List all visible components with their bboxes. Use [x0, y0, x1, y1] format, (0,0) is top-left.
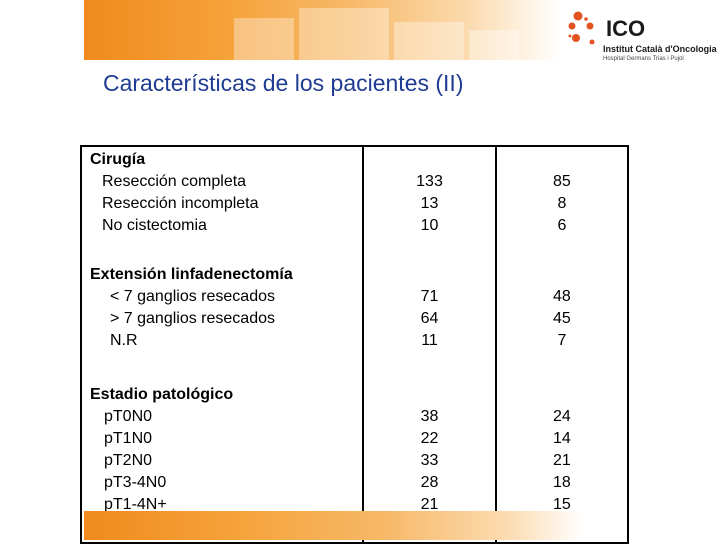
- table-row: Cirugía Resección completa Resección inc…: [79, 146, 630, 262]
- cell-value: 21: [553, 452, 571, 469]
- ico-logo: ICO Institut Català d'Oncologia Hospital…: [566, 10, 717, 65]
- cell-value: 8: [557, 195, 567, 212]
- row-label: pT1-4N+: [104, 496, 167, 513]
- cell-value: 13: [420, 195, 439, 212]
- row-label: pT2N0: [104, 452, 153, 469]
- cell-value: 15: [553, 496, 571, 513]
- row-label: Resección completa: [102, 173, 247, 190]
- column-2-values: 85 8 6: [494, 146, 630, 262]
- cell-value: 64: [420, 310, 439, 327]
- logo-tagline: Hospital Germans Trias i Pujol: [603, 56, 684, 62]
- cell-value: 28: [420, 474, 439, 491]
- cell-value: 6: [557, 217, 567, 234]
- column-1-values: 133 13 10: [362, 146, 497, 262]
- slide-title: Características de los pacientes (II): [103, 70, 464, 96]
- cell-value: 10: [420, 217, 439, 234]
- logo-brand: ICO: [606, 16, 646, 41]
- table-row: Extensión linfadenectomía < 7 ganglios r…: [79, 262, 630, 382]
- cell-value: 7: [557, 332, 567, 349]
- group-header: Estadio patológico: [90, 386, 234, 403]
- logo-dots-icon: [568, 11, 595, 45]
- cell-value: 11: [421, 332, 438, 349]
- cell-value: 71: [420, 288, 439, 305]
- row-label: pT3-4N0: [104, 474, 167, 491]
- column-2-values: 48 45 7: [494, 262, 630, 382]
- group-header: Cirugía: [90, 151, 146, 168]
- row-label: > 7 ganglios resecados: [110, 310, 275, 327]
- cell-value: 133: [416, 173, 443, 190]
- row-label: < 7 ganglios resecados: [110, 288, 275, 305]
- row-label: N.R: [110, 332, 138, 349]
- cell-value: 33: [420, 452, 439, 469]
- cell-value: 45: [553, 310, 571, 327]
- cell-value: 21: [420, 496, 439, 513]
- row-label: pT0N0: [104, 408, 153, 425]
- cell-value: 48: [553, 288, 571, 305]
- patient-characteristics-table: Cirugía Resección completa Resección inc…: [79, 145, 630, 544]
- row-label: No cistectomia: [102, 217, 207, 234]
- cell-value: 18: [553, 474, 571, 491]
- table-row: Estadio patológico pT0N0 pT1N0 pT2N0 pT3…: [79, 382, 630, 543]
- column-1-values: 71 64 11: [362, 262, 497, 382]
- group-header: Extensión linfadenectomía: [90, 266, 293, 283]
- row-labels: Extensión linfadenectomía < 7 ganglios r…: [79, 262, 365, 382]
- row-label: Resección incompleta: [102, 195, 259, 212]
- cell-value: 14: [553, 430, 571, 447]
- cell-value: 24: [553, 408, 571, 425]
- row-labels: Cirugía Resección completa Resección inc…: [79, 146, 365, 262]
- footer-banner: [84, 511, 584, 540]
- logo-subtitle: Institut Català d'Oncologia: [603, 44, 717, 54]
- row-label: pT1N0: [104, 430, 153, 447]
- cell-value: 22: [420, 430, 439, 447]
- header-banner: [84, 0, 560, 60]
- cell-value: 85: [553, 173, 571, 190]
- cell-value: 38: [420, 408, 439, 425]
